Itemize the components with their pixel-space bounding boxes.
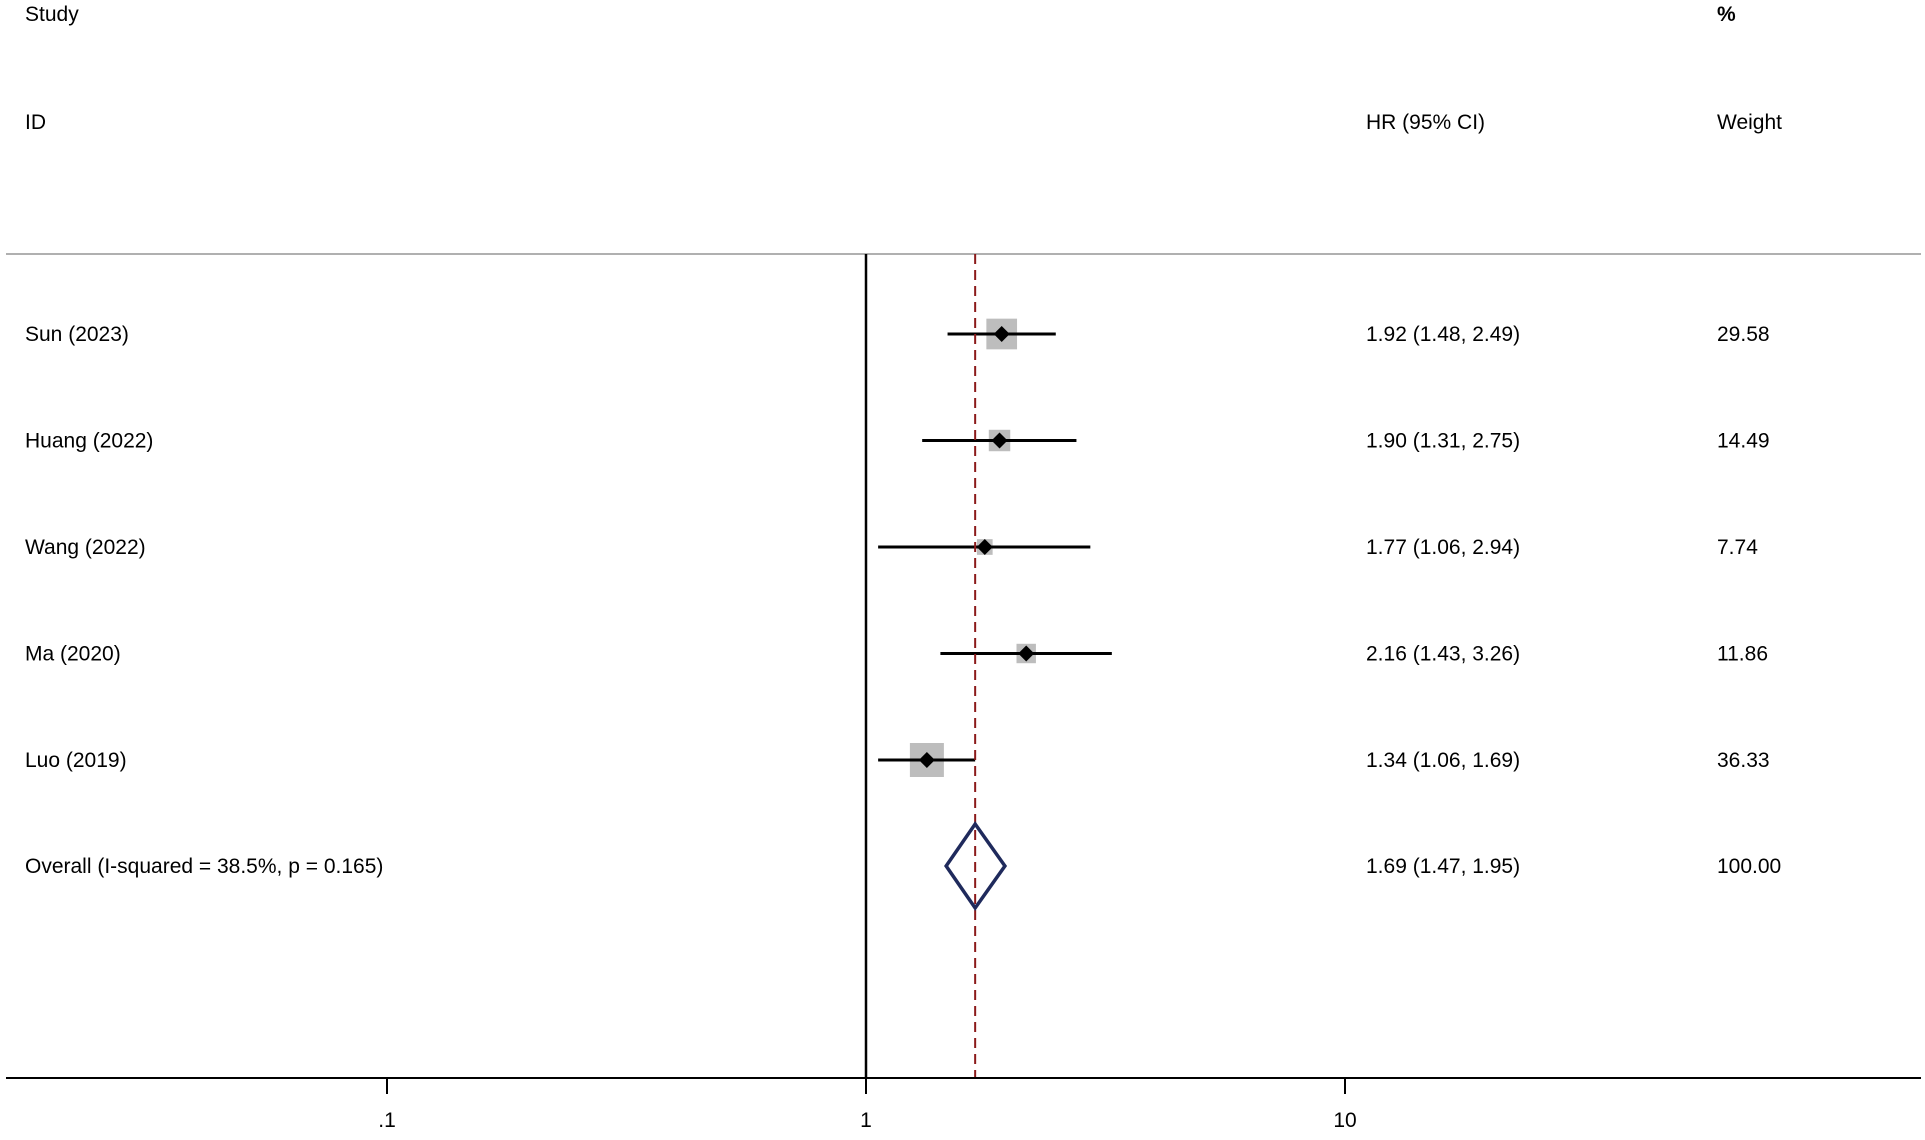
study-row: Sun (2023) 1.92 (1.48, 2.49) 29.58 [25, 318, 1770, 350]
study-rows: Sun (2023) 1.92 (1.48, 2.49) 29.58 Huang (2… [25, 318, 1770, 777]
study-weight-text: 7.74 [1717, 536, 1758, 559]
study-row: Luo (2019) 1.34 (1.06, 1.69) 36.33 [25, 743, 1770, 777]
study-label: Luo (2019) [25, 749, 127, 772]
x-tick-label: 1 [860, 1109, 872, 1132]
study-weight-text: 11.86 [1717, 643, 1768, 666]
study-label: Ma (2020) [25, 643, 121, 666]
study-ci-text: 1.92 (1.48, 2.49) [1366, 323, 1520, 346]
overall-weight-text: 100.00 [1717, 855, 1781, 878]
header-study: Study [25, 3, 79, 26]
study-label: Sun (2023) [25, 323, 129, 346]
study-ci-text: 1.77 (1.06, 2.94) [1366, 536, 1520, 559]
study-ci-text: 2.16 (1.43, 3.26) [1366, 643, 1520, 666]
point-estimate-marker [918, 752, 935, 768]
overall-ci-text: 1.69 (1.47, 1.95) [1366, 855, 1520, 878]
x-tick-label: .1 [378, 1109, 396, 1132]
x-axis-ticks: .1 1 10 [378, 1078, 1357, 1132]
point-estimate-marker [993, 326, 1010, 342]
header-weight: Weight [1717, 111, 1782, 134]
study-label: Huang (2022) [25, 430, 153, 453]
header-id: ID [25, 111, 46, 134]
point-estimate-marker [1018, 645, 1035, 662]
x-tick-label: 10 [1333, 1109, 1356, 1132]
study-weight-text: 29.58 [1717, 323, 1770, 346]
study-label: Wang (2022) [25, 536, 146, 559]
study-ci-text: 1.34 (1.06, 1.69) [1366, 749, 1520, 772]
overall-label: Overall (I-squared = 38.5%, p = 0.165) [25, 855, 383, 878]
study-row: Huang (2022) 1.90 (1.31, 2.75) 14.49 [25, 430, 1770, 453]
header-weight-percent: % [1717, 3, 1736, 26]
study-row: Wang (2022) 1.77 (1.06, 2.94) 7.74 [25, 536, 1758, 559]
study-row: Ma (2020) 2.16 (1.43, 3.26) 11.86 [25, 643, 1768, 666]
point-estimate-marker [991, 432, 1008, 449]
study-weight-text: 14.49 [1717, 430, 1770, 453]
header-effect: HR (95% CI) [1366, 111, 1485, 134]
study-ci-text: 1.90 (1.31, 2.75) [1366, 430, 1520, 453]
study-weight-text: 36.33 [1717, 749, 1770, 772]
point-estimate-marker [976, 539, 993, 555]
overall-diamond [944, 820, 1008, 912]
